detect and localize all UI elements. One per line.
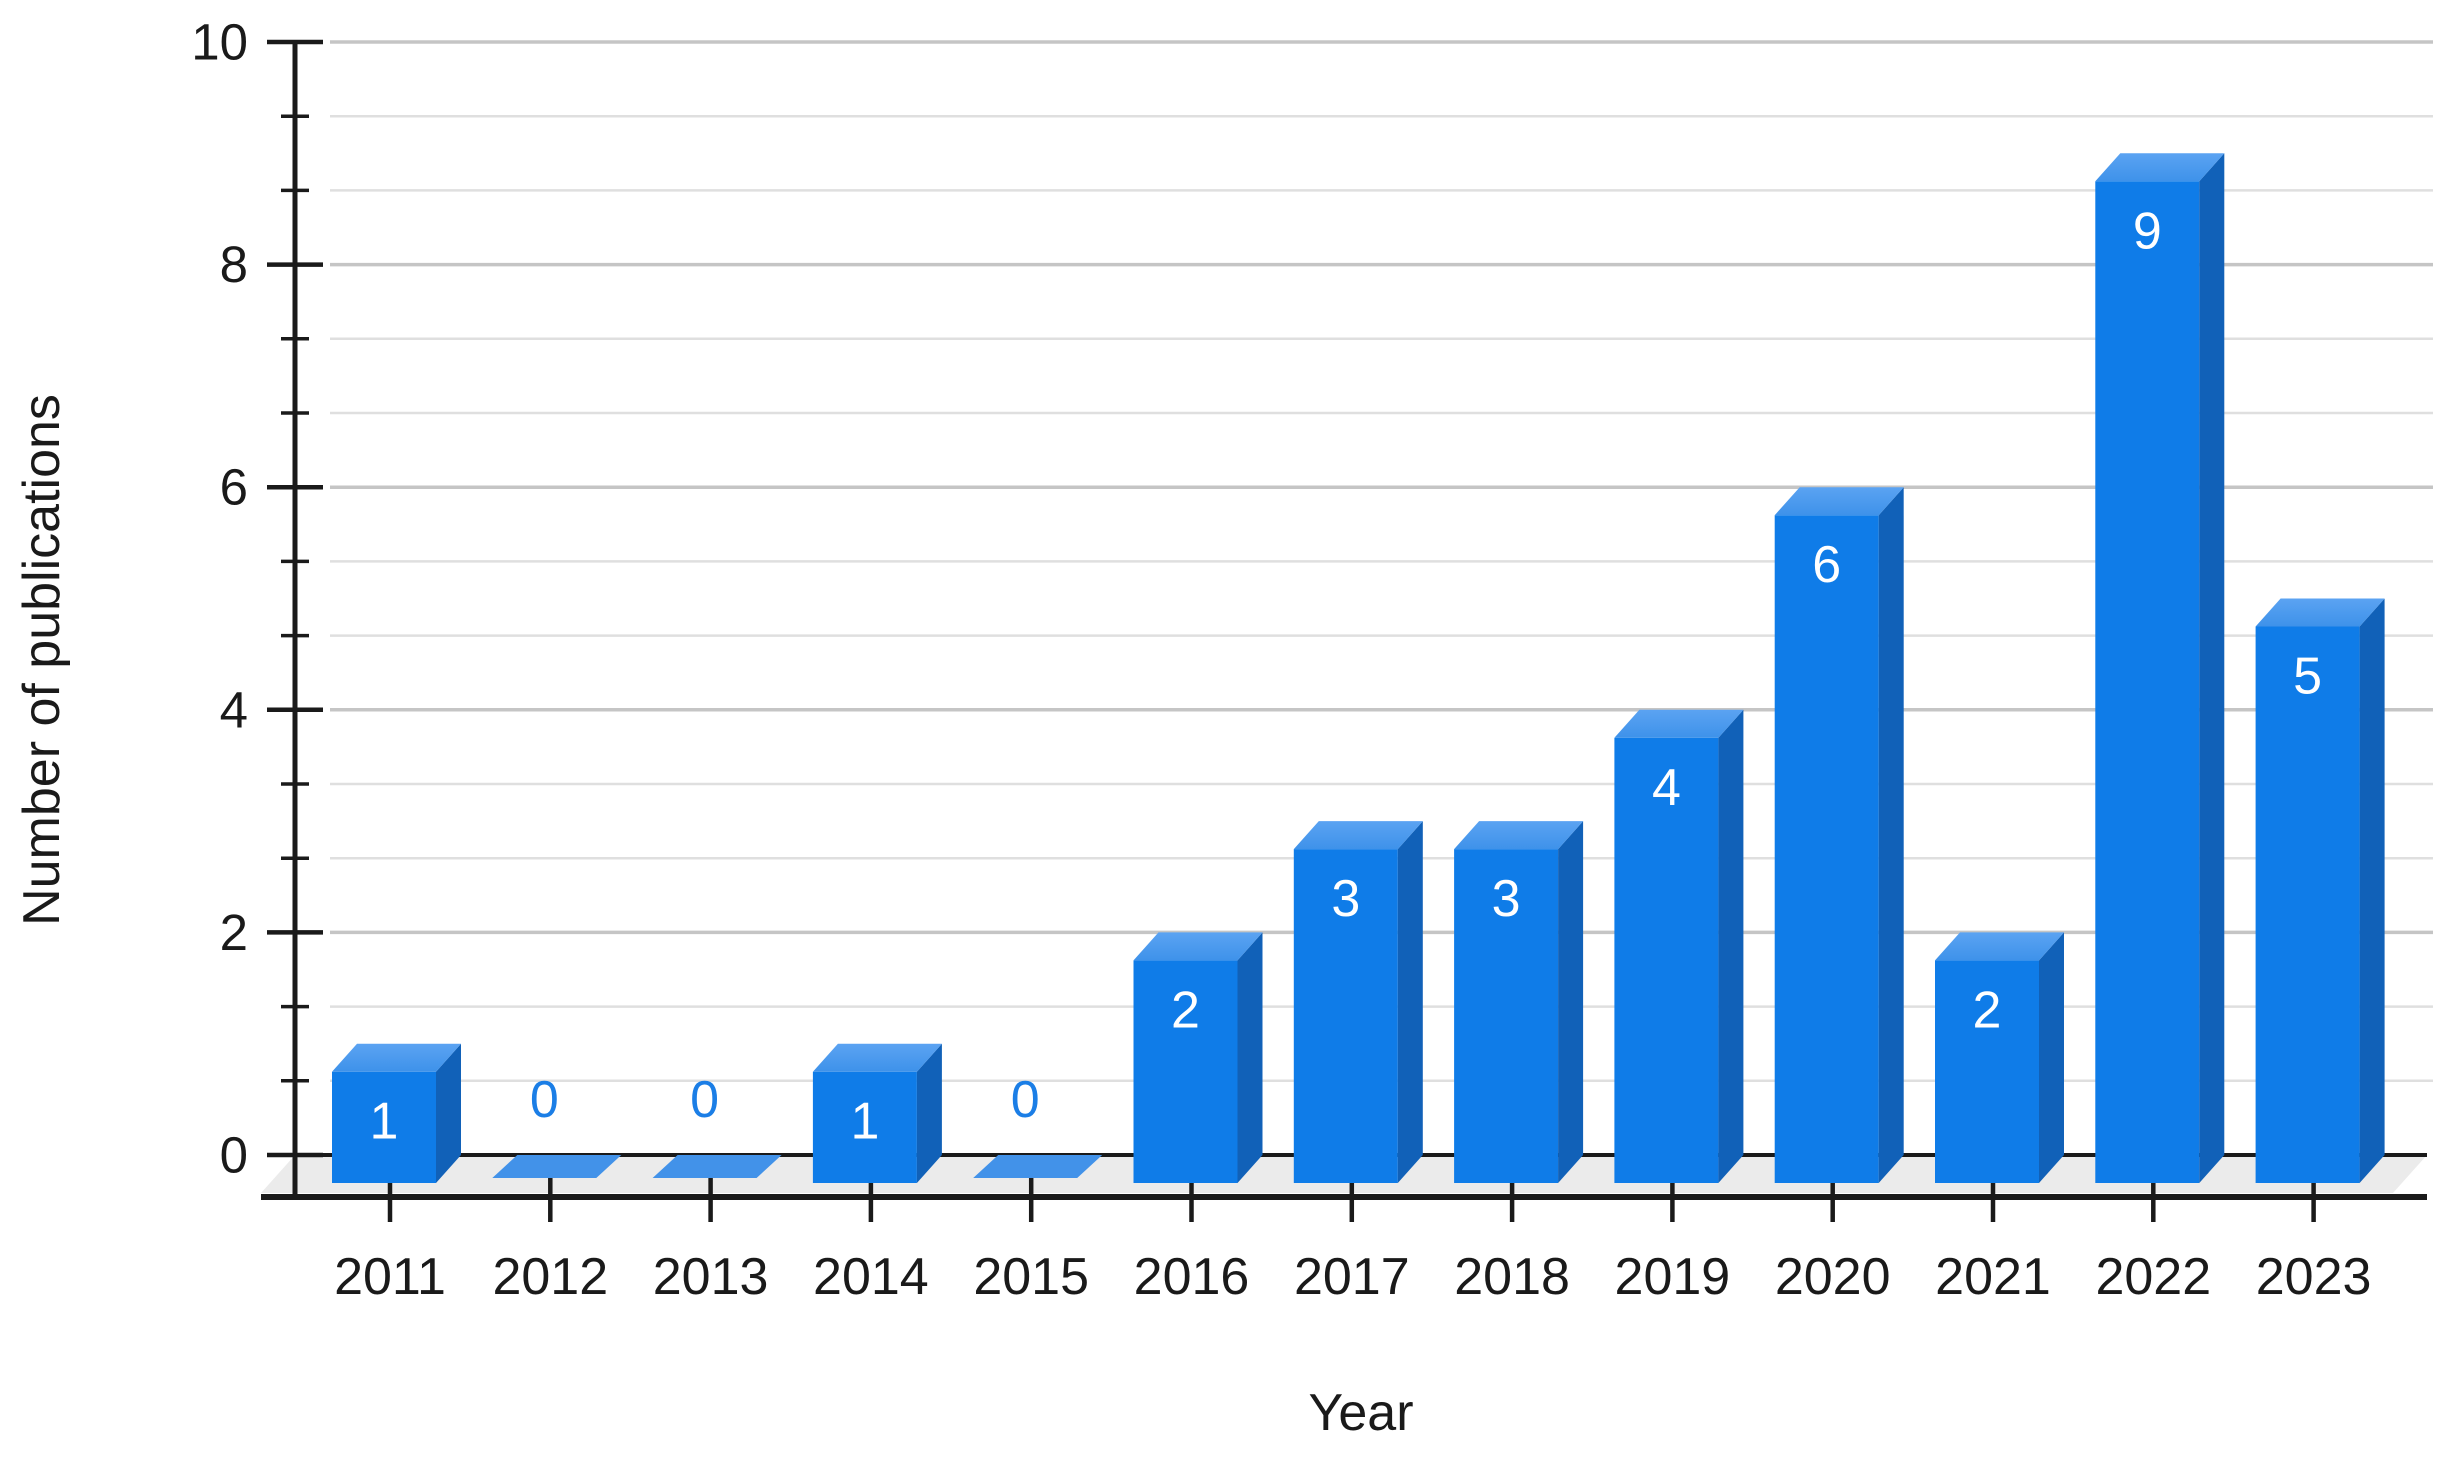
y-tick-label: 2 [220,904,248,961]
y-tick-label: 8 [220,236,248,293]
x-tick-label: 2013 [653,1248,769,1306]
zero-bar-marker [973,1155,1103,1178]
bar-side-face [2359,598,2385,1183]
zero-value-label: 0 [690,1071,719,1129]
x-tick-label: 2012 [492,1248,608,1306]
bar-value-label: 2 [1171,981,1200,1039]
bar-side-face [1558,821,1584,1183]
bar-top-face [1293,821,1423,850]
x-tick-label: 2011 [334,1248,446,1306]
generated-chart-layers: 2011 2012 2013 2014 2015 2016 2017 2018 2019 2020… [191,14,2433,1306]
bar-side-face [1397,821,1423,1183]
bar-top-face [1935,932,2064,961]
x-tick-label: 2022 [2095,1248,2211,1306]
bar-top-face [1614,709,1744,738]
bar-side-face [436,1043,461,1183]
bar-side-face [1878,487,1904,1183]
bar-front-face [812,1071,917,1183]
bar-top-face [2095,153,2225,182]
bar-top-face [332,1043,461,1072]
bar-front-face [2255,626,2360,1183]
bar-value-label: 3 [1331,870,1360,928]
y-axis-title: Number of publications [13,394,71,926]
bar-value-label: 1 [850,1093,879,1151]
x-tick-label: 2018 [1454,1248,1570,1306]
zero-bar-marker [652,1155,782,1178]
bar-top-face [1774,487,1904,516]
bar-side-face [916,1043,942,1183]
bar-front-face [1133,960,1238,1183]
y-tick-label: 4 [220,681,248,738]
x-tick-label: 2020 [1775,1248,1891,1306]
bar-front-face [332,1071,436,1183]
zero-bar-marker [492,1155,622,1178]
x-tick-label: 2019 [1615,1248,1731,1306]
bar-front-face [1293,849,1398,1183]
bar-value-label: 1 [370,1093,399,1151]
bar-front-face [1774,515,1879,1183]
y-tick-label: 10 [191,14,248,71]
x-tick-label: 2017 [1294,1248,1410,1306]
y-tick-label: 0 [220,1127,248,1184]
bar-front-face [1935,960,2039,1183]
y-tick-label: 6 [220,459,248,516]
zero-value-label: 0 [1011,1071,1040,1129]
bar-top-face [2255,598,2385,627]
x-tick-label: 2023 [2256,1248,2372,1306]
bar-top-face [1454,821,1584,850]
bar-value-label: 5 [2293,648,2322,706]
x-tick-label: 2021 [1935,1248,2051,1306]
bar-front-face [2095,181,2200,1184]
x-tick-label: 2015 [973,1248,1089,1306]
x-tick-label: 2016 [1134,1248,1250,1306]
bar-top-face [812,1043,942,1072]
bar-value-label: 4 [1652,759,1681,817]
x-tick-label: 2014 [813,1248,929,1306]
bar-side-face [1237,932,1263,1183]
x-axis-title: Year [1308,1384,1413,1442]
bar-value-label: 9 [2133,202,2162,260]
bar-value-label: 3 [1492,870,1521,928]
bar-side-face [2039,932,2064,1183]
bar-side-face [2199,153,2225,1183]
bar-front-face [1614,737,1719,1183]
bar-side-face [1718,709,1744,1183]
bar-front-face [1454,849,1559,1183]
bar-value-label: 2 [1973,981,2002,1039]
bar-value-label: 6 [1812,536,1841,594]
zero-value-label: 0 [530,1071,559,1129]
bar-top-face [1133,932,1263,961]
